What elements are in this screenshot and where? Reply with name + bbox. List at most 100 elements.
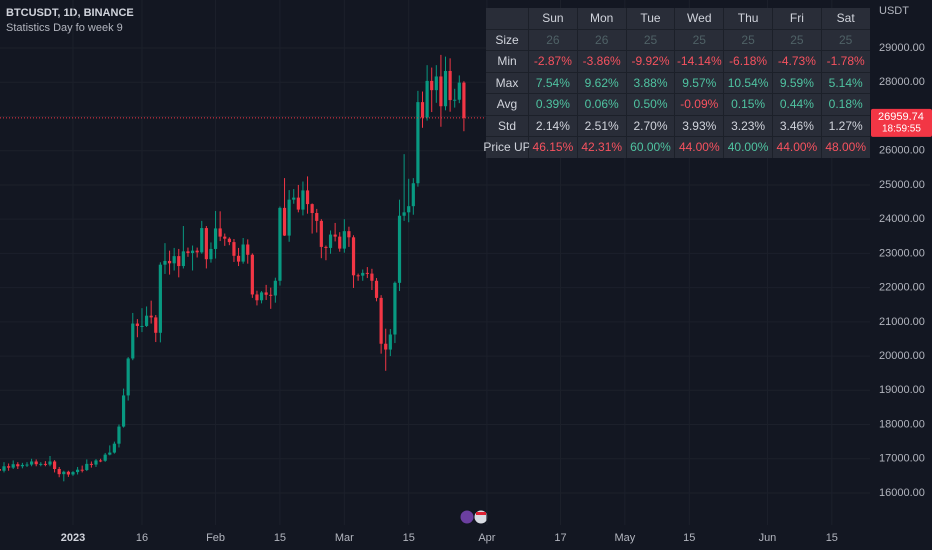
y-tick-label: 24000.00 (879, 213, 925, 225)
candle-body (85, 463, 89, 471)
x-tick-label: 15 (274, 532, 286, 544)
candle-body (287, 199, 291, 236)
row-label: Std (486, 115, 528, 136)
event-icon[interactable] (459, 509, 475, 525)
candle-body (370, 273, 374, 281)
price-tag-label: 26959.74 (878, 111, 924, 123)
candle-body (250, 254, 254, 295)
x-tick-label: Mar (335, 532, 354, 544)
column-header: Sun (529, 8, 577, 29)
table-cell: 60.00% (626, 137, 675, 158)
stats-table: Sun Mon Tue Wed Thu Fri Sat Size 26 26 25 25 25 25 25 M… (483, 8, 870, 158)
table-cell: -9.92% (626, 51, 675, 72)
table-cell: 0.06% (577, 94, 626, 115)
table-cell: 2.70% (626, 115, 675, 136)
table-cell: 26 (577, 29, 626, 50)
table-cell: 46.15% (529, 137, 577, 158)
candle-body (131, 323, 135, 359)
candle-body (62, 471, 66, 475)
candle-body (66, 471, 70, 475)
table-cell: -4.73% (772, 51, 821, 72)
x-tick-label: Jun (759, 532, 777, 544)
table-cell: 0.50% (626, 94, 675, 115)
candle-body (135, 323, 139, 326)
candle-body (425, 80, 429, 118)
column-header: Tue (626, 8, 675, 29)
y-tick-label: 16000.00 (879, 487, 925, 499)
table-cell: 2.14% (529, 115, 577, 136)
table-cell: 10.54% (724, 72, 772, 93)
candle-body (278, 207, 282, 281)
candle-body (190, 250, 195, 254)
candle-body (356, 275, 360, 277)
row-label: Size (486, 29, 528, 50)
candle-body (296, 197, 300, 210)
candle-body (351, 237, 356, 276)
column-header: Thu (724, 8, 772, 29)
candle-body (34, 461, 38, 465)
candle-body (319, 220, 323, 247)
y-tick-label: 23000.00 (879, 247, 925, 259)
table-cell: 44.00% (772, 137, 821, 158)
column-header: Sat (821, 8, 870, 29)
table-cell: 2.51% (577, 115, 626, 136)
candle-body (411, 183, 415, 207)
table-cell: 48.00% (821, 137, 870, 158)
candle-body (273, 280, 277, 296)
row-label: Max (486, 72, 528, 93)
x-tick-label: May (614, 532, 635, 544)
table-cell: -2.87% (529, 51, 577, 72)
candle-body (108, 452, 112, 455)
table-cell: 42.31% (577, 137, 626, 158)
candle-body (29, 461, 34, 465)
candle-body (167, 260, 172, 264)
candle-body (301, 190, 305, 210)
candle-body (462, 82, 466, 118)
candle-body (255, 294, 259, 301)
table-cell: -3.86% (577, 51, 626, 72)
x-tick-label: 15 (403, 532, 415, 544)
table-cell: 25 (772, 29, 821, 50)
candle-body (397, 215, 402, 283)
candle-body (172, 256, 176, 264)
candle-body (52, 461, 57, 470)
x-tick-label: 15 (826, 532, 838, 544)
candle-body (80, 469, 84, 471)
candle-body (453, 99, 457, 101)
table-cell: 25 (724, 29, 772, 50)
candle-body (200, 228, 204, 253)
candle-body (448, 70, 452, 101)
indicator-name: Statistics Day fo week 9 (6, 22, 123, 34)
candle-body (20, 464, 24, 467)
candle-body (11, 464, 15, 468)
candle-body (434, 76, 438, 91)
table-cell: 44.00% (675, 137, 724, 158)
candle-body (16, 464, 20, 467)
candle-body (2, 466, 6, 471)
candle-body (186, 251, 190, 254)
x-tick-label: 16 (136, 532, 148, 544)
table-cell: 9.57% (675, 72, 724, 93)
candle-body (89, 463, 93, 465)
candle-body (39, 463, 43, 465)
candle-body (0, 469, 2, 471)
candle-body (121, 395, 126, 427)
candle-body (112, 443, 116, 453)
price-axis (870, 0, 932, 550)
table-cell: 0.39% (529, 94, 577, 115)
x-tick-label: 15 (683, 532, 695, 544)
candle-body (158, 264, 162, 333)
candle-body (407, 206, 411, 213)
table-cell: 40.00% (724, 137, 772, 158)
candle-body (75, 469, 80, 473)
candle-body (393, 282, 397, 335)
table-cell: 9.59% (772, 72, 821, 93)
price-tag (871, 108, 932, 137)
x-tick-label: 2023 (61, 532, 85, 544)
y-tick-label: 29000.00 (879, 42, 925, 54)
table-cell: 3.23% (724, 115, 772, 136)
candle-body (365, 272, 369, 274)
candle-body (374, 280, 379, 298)
candle-body (379, 297, 383, 344)
